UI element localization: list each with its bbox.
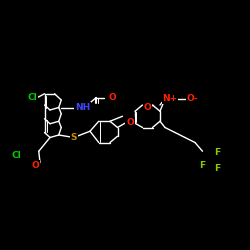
Text: NH: NH <box>75 103 90 112</box>
Text: O: O <box>31 160 39 170</box>
Text: F: F <box>214 164 220 173</box>
Text: N+: N+ <box>162 94 178 103</box>
Text: O: O <box>126 118 134 127</box>
Text: S: S <box>70 133 77 142</box>
Text: O: O <box>144 103 152 112</box>
Text: O-: O- <box>187 94 198 103</box>
Text: O: O <box>108 93 116 102</box>
Text: Cl: Cl <box>12 150 21 160</box>
Text: Cl: Cl <box>28 93 38 102</box>
Text: F: F <box>214 148 220 157</box>
Text: F: F <box>200 160 205 170</box>
